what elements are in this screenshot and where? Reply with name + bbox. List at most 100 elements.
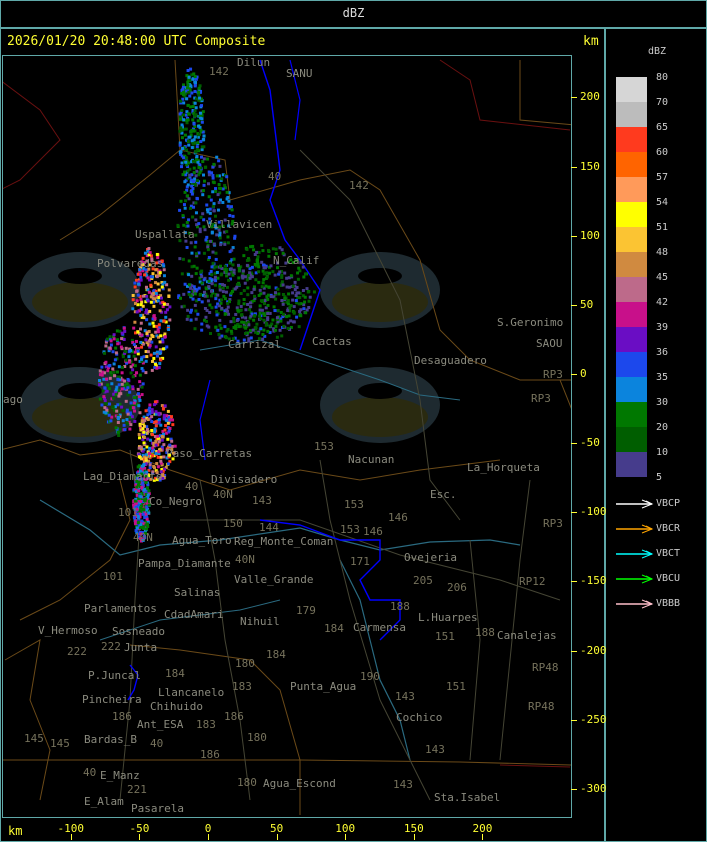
echo-pixel xyxy=(244,316,248,320)
echo-pixel xyxy=(178,257,182,261)
echo-pixel xyxy=(145,486,149,490)
echo-pixel xyxy=(277,272,281,276)
echo-pixel xyxy=(154,330,158,334)
radar-map[interactable]: Dilun SANU Uspallata Villavicen Polvaredas N_… xyxy=(2,55,572,818)
echo-pixel xyxy=(194,211,198,215)
echo-pixel xyxy=(184,127,188,131)
echo-pixel xyxy=(158,309,162,313)
echo-pixel xyxy=(248,308,252,312)
echo-pixel xyxy=(159,448,163,452)
echo-pixel xyxy=(164,424,168,428)
echo-pixel xyxy=(193,75,197,79)
echo-pixel xyxy=(183,94,187,98)
echo-pixel xyxy=(120,387,124,391)
echo-pixel xyxy=(186,224,190,228)
echo-pixel xyxy=(155,400,159,404)
echo-pixel xyxy=(140,300,144,304)
echo-pixel xyxy=(109,343,113,347)
echo-pixel xyxy=(177,295,181,299)
echo-pixel xyxy=(217,332,221,336)
echo-pixel xyxy=(237,302,241,306)
echo-pixel xyxy=(147,290,151,294)
echo-pixel xyxy=(218,323,222,327)
echo-pixel xyxy=(159,423,163,427)
echo-pixel xyxy=(256,331,260,335)
road-number: 101 xyxy=(118,506,138,519)
radar-name: VBCU xyxy=(656,573,681,584)
echo-pixel xyxy=(252,285,256,289)
legend-swatch xyxy=(616,427,647,452)
echo-pixel xyxy=(161,340,165,344)
echo-pixel xyxy=(160,468,164,472)
echo-pixel xyxy=(197,297,201,301)
echo-pixel xyxy=(227,199,231,203)
echo-pixel xyxy=(186,68,190,72)
echo-pixel xyxy=(141,261,145,265)
echo-pixel xyxy=(260,285,264,289)
echo-pixel xyxy=(140,385,144,389)
echo-pixel xyxy=(168,418,172,422)
echo-pixel xyxy=(221,286,225,290)
echo-pixel xyxy=(192,264,196,268)
echo-pixel xyxy=(195,148,199,152)
echo-pixel xyxy=(115,370,119,374)
echo-pixel xyxy=(141,449,145,453)
road-number: 183 xyxy=(196,718,216,731)
echo-pixel xyxy=(152,324,156,328)
echo-pixel xyxy=(132,505,136,509)
echo-pixel xyxy=(152,403,156,407)
echo-pixel xyxy=(278,270,282,274)
echo-pixel xyxy=(127,355,131,359)
echo-pixel xyxy=(132,516,136,520)
radar-arrow-icon xyxy=(616,599,654,609)
echo-pixel xyxy=(187,85,191,89)
echo-pixel xyxy=(146,429,150,433)
echo-pixel xyxy=(148,403,152,407)
echo-pixel xyxy=(297,266,301,270)
echo-pixel xyxy=(178,239,182,243)
echo-pixel xyxy=(143,469,147,473)
echo-pixel xyxy=(268,324,272,328)
road-number: 153 xyxy=(340,523,360,536)
echo-pixel xyxy=(118,427,122,431)
echo-pixel xyxy=(236,322,240,326)
echo-pixel xyxy=(139,532,143,536)
echo-pixel xyxy=(165,414,169,418)
echo-pixel xyxy=(145,308,149,312)
echo-pixel xyxy=(229,329,233,333)
echo-pixel xyxy=(186,80,190,84)
echo-pixel xyxy=(145,332,149,336)
echo-pixel xyxy=(137,309,141,313)
echo-pixel xyxy=(128,411,132,415)
echo-pixel xyxy=(144,523,148,527)
echo-pixel xyxy=(191,127,195,131)
echo-pixel xyxy=(146,520,150,524)
echo-pixel xyxy=(248,316,252,320)
echo-pixel xyxy=(202,173,206,177)
echo-pixel xyxy=(142,267,146,271)
echo-pixel xyxy=(98,369,102,373)
place-label: P.Juncal xyxy=(88,669,141,682)
echo-pixel xyxy=(190,178,194,182)
echo-pixel xyxy=(125,418,129,422)
echo-pixel xyxy=(138,373,142,377)
echo-pixel xyxy=(187,273,191,277)
echo-pixel xyxy=(222,294,226,298)
echo-pixel xyxy=(151,317,155,321)
echo-pixel xyxy=(192,285,196,289)
road-number: 186 xyxy=(112,710,132,723)
echo-pixel xyxy=(139,536,143,540)
echo-pixel xyxy=(281,301,285,305)
echo-pixel xyxy=(185,148,189,152)
echo-pixel xyxy=(193,292,197,296)
echo-pixel xyxy=(139,499,143,503)
echo-pixel xyxy=(193,109,197,113)
echo-pixel xyxy=(141,269,145,273)
road-number: 221 xyxy=(127,783,147,796)
echo-pixel xyxy=(153,362,157,366)
echo-pixel xyxy=(150,276,154,280)
echo-pixel xyxy=(166,437,170,441)
echo-pixel xyxy=(228,206,232,210)
legend-swatch xyxy=(616,377,647,402)
echo-pixel xyxy=(258,308,262,312)
